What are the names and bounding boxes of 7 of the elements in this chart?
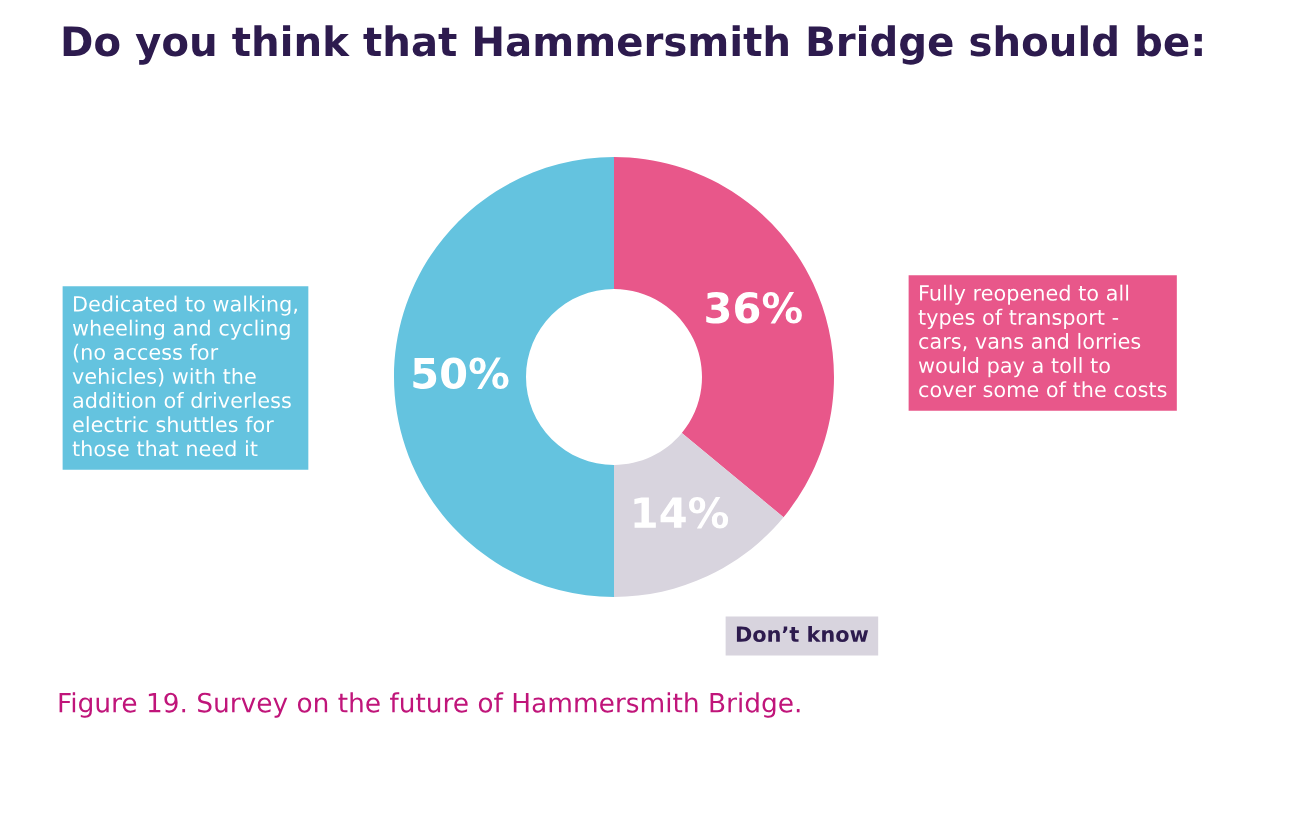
caption: Figure 19. Survey on the future of Hammersmith Bridge. [59, 692, 800, 718]
slice-label: Don’t know [736, 625, 869, 643]
data-label: 36% [706, 292, 802, 324]
slice-label: Dedicated to walking, wheeling and cycling (no access for vehicles) with the addition of driverless electric shuttles for those that need it [72, 295, 297, 457]
slice-label: Fully reopened to all types of transport - cars, vans and lorries would pay a toll to cover some of the costs [918, 284, 1167, 398]
data-label: 50% [413, 357, 509, 390]
chart-title: Do you think that Hammersmith Bridge should be: [63, 25, 1202, 65]
